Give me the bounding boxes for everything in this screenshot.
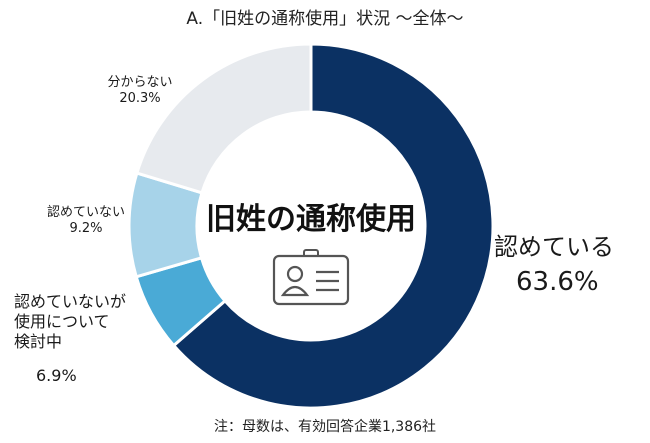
slice-label-considering-line: 認めていないが: [14, 292, 127, 311]
slice-label-not-allowed: 認めていない 9.2%: [30, 205, 142, 238]
slice-unknown: [135, 42, 313, 195]
footnote: 注：母数は、有効回答企業1,386社: [213, 419, 437, 435]
slice-label-considering: 認めていないが 使用について 検討中 6.9%: [14, 292, 144, 386]
slice-label-not-allowed-value: 9.2%: [69, 221, 103, 237]
slice-allowed: [171, 42, 495, 410]
slice-label-allowed-value: 63.6%: [516, 267, 599, 297]
slice-label-allowed-name: 認めている: [494, 233, 614, 261]
chart-title: A.「旧姓の通称使用」状況 ～全体～: [186, 9, 464, 29]
slice-label-considering-line: 使用について: [14, 312, 110, 331]
slice-label-considering-line: 検討中: [14, 332, 63, 351]
slice-label-unknown-name: 分からない: [107, 75, 173, 90]
id-badge-icon: [272, 249, 350, 306]
slice-label-allowed: 認めている 63.6%: [494, 232, 644, 299]
slice-label-not-allowed-name: 認めていない: [46, 205, 125, 220]
center-label: 旧姓の通称使用: [206, 202, 416, 237]
slice-label-considering-value: 6.9%: [36, 366, 77, 385]
slice-label-unknown: 分からない 20.3%: [98, 75, 182, 108]
slice-label-unknown-value: 20.3%: [119, 91, 161, 107]
